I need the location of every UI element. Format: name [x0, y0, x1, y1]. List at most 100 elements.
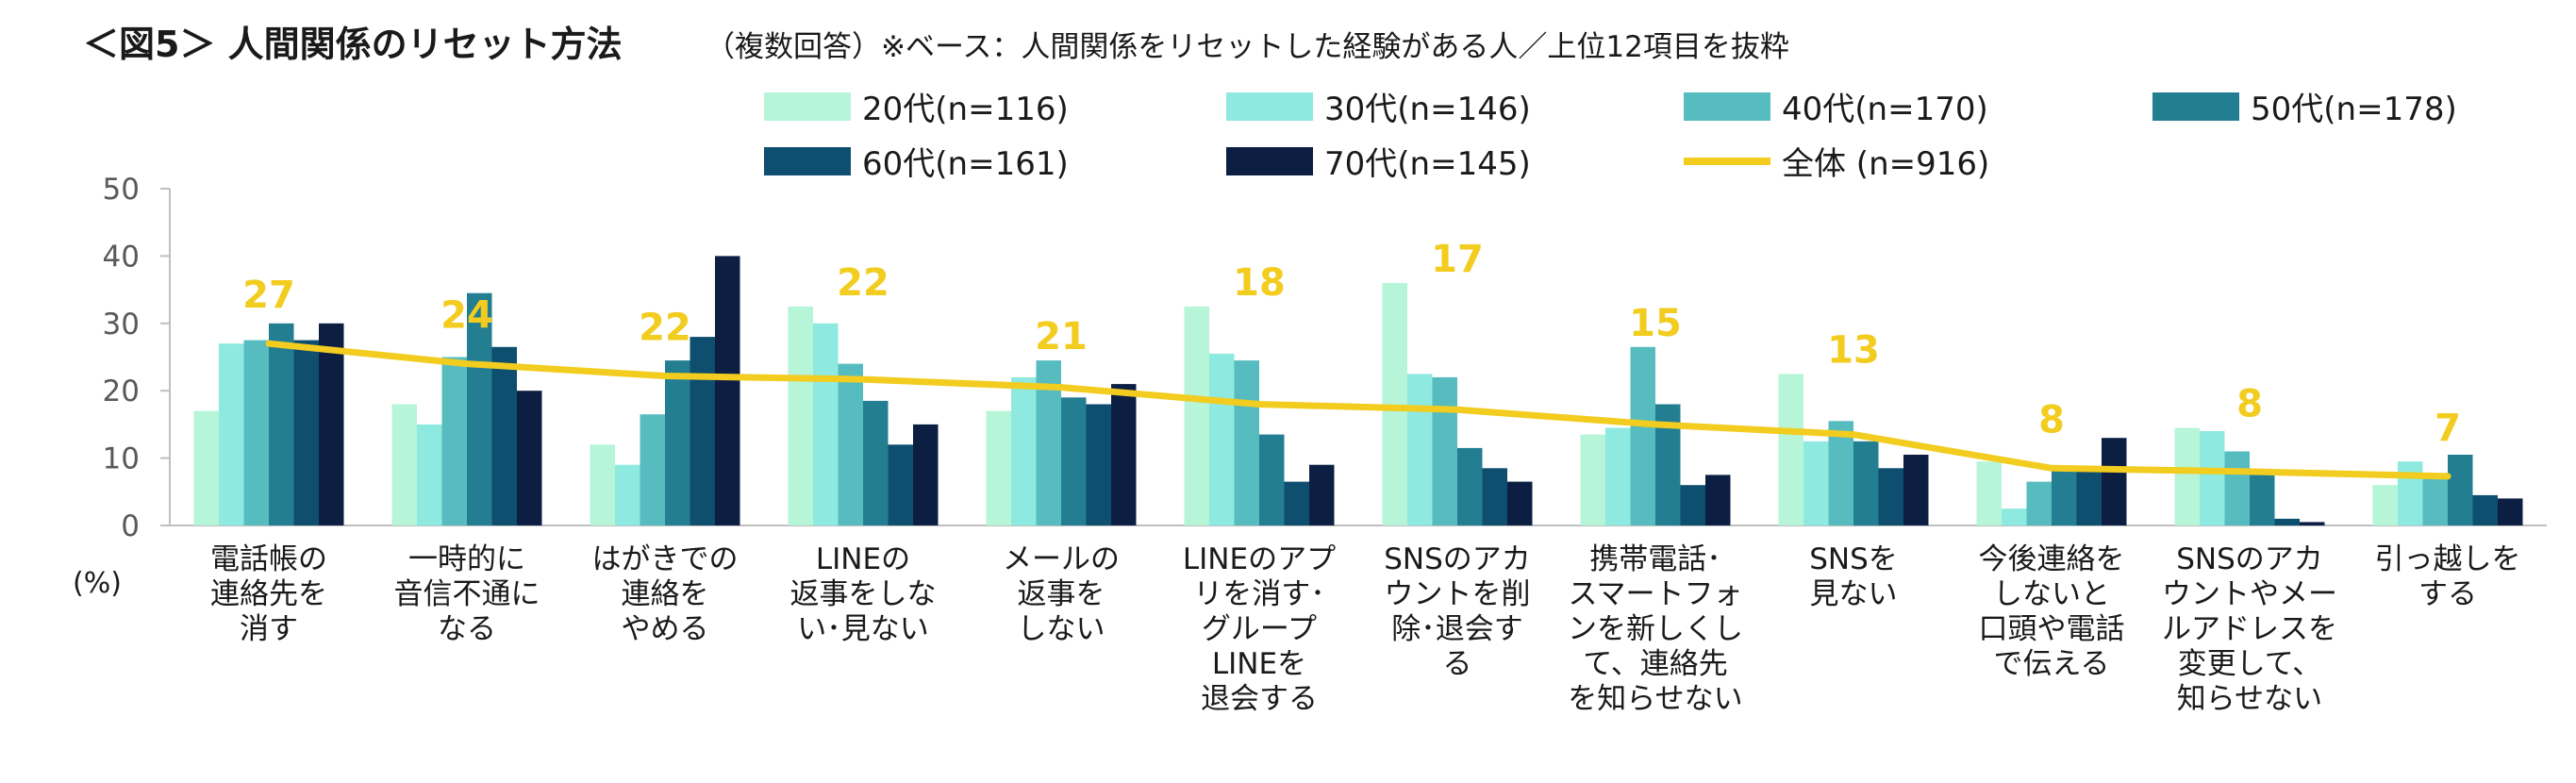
bar [2498, 498, 2523, 525]
bar [1407, 374, 1433, 525]
bar [467, 292, 492, 525]
bar [2002, 508, 2027, 525]
bar [2200, 431, 2225, 525]
bar [417, 424, 442, 525]
bar [2052, 468, 2077, 525]
x-tick-label: LINEのアプリを消す･グループ LINEを退会する [1183, 542, 1336, 716]
bar [1259, 434, 1285, 525]
bar [1853, 441, 1879, 526]
bar [391, 404, 417, 525]
bar [2102, 438, 2127, 525]
legend-swatch [1226, 147, 1313, 175]
bar [715, 256, 740, 525]
y-tick-label: 40 [103, 240, 140, 274]
legend-label: 全体 (n=916) [1782, 145, 1989, 183]
x-tick-label: SNSのアカウントやメールアドレスを変更して、知らせない [2162, 542, 2337, 716]
bar [1803, 441, 1829, 526]
bar [690, 337, 715, 525]
bar [517, 391, 542, 525]
total-data-label: 18 [1233, 261, 1286, 305]
bar [1680, 485, 1705, 525]
total-data-label: 17 [1431, 238, 1484, 281]
x-tick-label: LINEの返事をしない･見ない [790, 542, 937, 646]
x-tick-label: SNSのアカウントを削除･退会する [1384, 542, 1531, 681]
total-data-label: 8 [2038, 398, 2065, 441]
bar [1432, 376, 1457, 525]
bar [2448, 455, 2473, 525]
bar [293, 340, 319, 525]
bar [1309, 464, 1335, 525]
bar [2372, 485, 2398, 525]
legend-swatch [1684, 92, 1770, 121]
bar [2274, 518, 2300, 525]
bar [1507, 481, 1533, 525]
chart-title: ＜図5＞ 人間関係のリセット方法 [83, 24, 623, 65]
y-tick-label: 30 [103, 308, 140, 342]
bar [2300, 522, 2325, 525]
bar [441, 357, 467, 525]
y-axis: 0 10 20 30 40 50 [103, 173, 2547, 543]
bar [1976, 461, 2002, 525]
bar [1778, 374, 1803, 525]
legend-label: 50代(n=178) [2251, 91, 2457, 128]
bar [590, 444, 615, 525]
bar [2250, 475, 2275, 525]
x-tick-label: 電話帳の連絡先を消す [210, 542, 327, 646]
x-tick-label: 携帯電話･スマートフォンを新しくして、連絡先を知らせない [1568, 542, 1743, 716]
total-series-line [265, 340, 2451, 480]
total-data-label: 8 [2236, 383, 2263, 426]
legend-swatch [764, 147, 851, 175]
bar [2472, 494, 2498, 525]
total-line: 27 24 22 22 21 18 17 15 13 8 8 7 [242, 238, 2461, 480]
bar [193, 410, 219, 525]
bar [491, 346, 517, 525]
total-data-label: 7 [2435, 407, 2461, 450]
bar [1457, 447, 1483, 525]
bar [1482, 468, 1507, 525]
bar [1234, 360, 1259, 525]
total-data-label: 13 [1827, 328, 1880, 372]
y-tick-label: 10 [103, 442, 140, 476]
x-tick-label: 引っ越しをする [2375, 542, 2521, 611]
y-tick-label: 0 [121, 509, 140, 543]
bar [1086, 404, 1111, 525]
total-data-label: 21 [1035, 315, 1088, 358]
bar [1903, 455, 1929, 525]
x-tick-label: 一時的に音信不通になる [394, 542, 540, 646]
total-data-label: 27 [242, 274, 295, 317]
bar [1011, 376, 1037, 525]
bar [1382, 283, 1407, 525]
bar [1209, 353, 1235, 525]
bar [2422, 478, 2448, 525]
legend-label: 20代(n=116) [862, 91, 1069, 128]
y-tick-label: 20 [103, 375, 140, 408]
bar [219, 343, 244, 525]
bar [1111, 384, 1137, 525]
bar [269, 323, 294, 525]
total-data-label: 22 [639, 307, 691, 350]
chart-subtitle: （複数回答）※ベース：人間関係をリセットした経験がある人／上位12項目を抜粋 [706, 30, 1789, 64]
bar [1705, 475, 1731, 525]
legend-label: 30代(n=146) [1324, 91, 1531, 128]
bar [2224, 451, 2250, 525]
bar [1878, 468, 1903, 525]
x-tick-label: SNSを見ない [1809, 542, 1898, 611]
total-data-label: 24 [440, 294, 493, 338]
legend-label: 70代(n=145) [1324, 145, 1531, 183]
bars [193, 256, 2523, 526]
bar [2398, 461, 2423, 525]
total-data-label: 15 [1629, 302, 1682, 345]
y-axis-unit: (%) [73, 567, 122, 600]
x-tick-label: 今後連絡をしないと口頭や電話で伝える [1979, 542, 2125, 681]
bar [863, 400, 889, 525]
bar [1284, 481, 1309, 525]
legend-label: 40代(n=170) [1782, 91, 1988, 128]
bar [665, 360, 690, 525]
x-tick-label: はがきでの連絡をやめる [592, 542, 739, 646]
bar [1630, 346, 1655, 525]
bar [640, 414, 665, 525]
bar [986, 410, 1011, 525]
legend: 20代(n=116) 30代(n=146) 40代(n=170) 50代(n=178)… [764, 91, 2457, 183]
